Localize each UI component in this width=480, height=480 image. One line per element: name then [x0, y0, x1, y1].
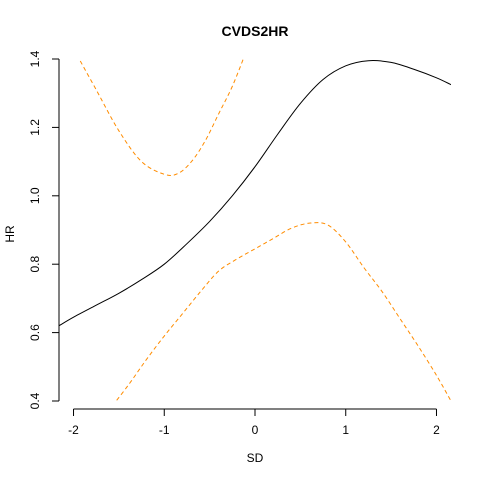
x-tick-label: -2: [68, 423, 79, 437]
y-tick-label: 0.4: [28, 392, 42, 409]
x-tick-label: 0: [252, 423, 259, 437]
x-axis-label: SD: [247, 451, 264, 465]
x-tick-label: 2: [433, 423, 440, 437]
lower-ci-dashed-line: [115, 222, 451, 401]
upper-ci-dashed-line: [78, 59, 244, 176]
y-tick-label: 0.8: [28, 256, 42, 273]
y-axis-label: HR: [3, 225, 17, 243]
y-tick-label: 1.4: [28, 50, 42, 67]
hr-estimate-line: [59, 60, 451, 327]
axes: -2 -1 0 1 2 0.4 0.6 0.8 1.0 1.2 1.4: [28, 50, 440, 437]
y-tick-label: 0.6: [28, 324, 42, 341]
chart-title: CVDS2HR: [222, 23, 289, 39]
x-tick-label: -1: [159, 423, 170, 437]
y-tick-label: 1.2: [28, 119, 42, 136]
x-tick-label: 1: [342, 423, 349, 437]
series-layer: [59, 59, 451, 401]
y-tick-label: 1.0: [28, 187, 42, 204]
